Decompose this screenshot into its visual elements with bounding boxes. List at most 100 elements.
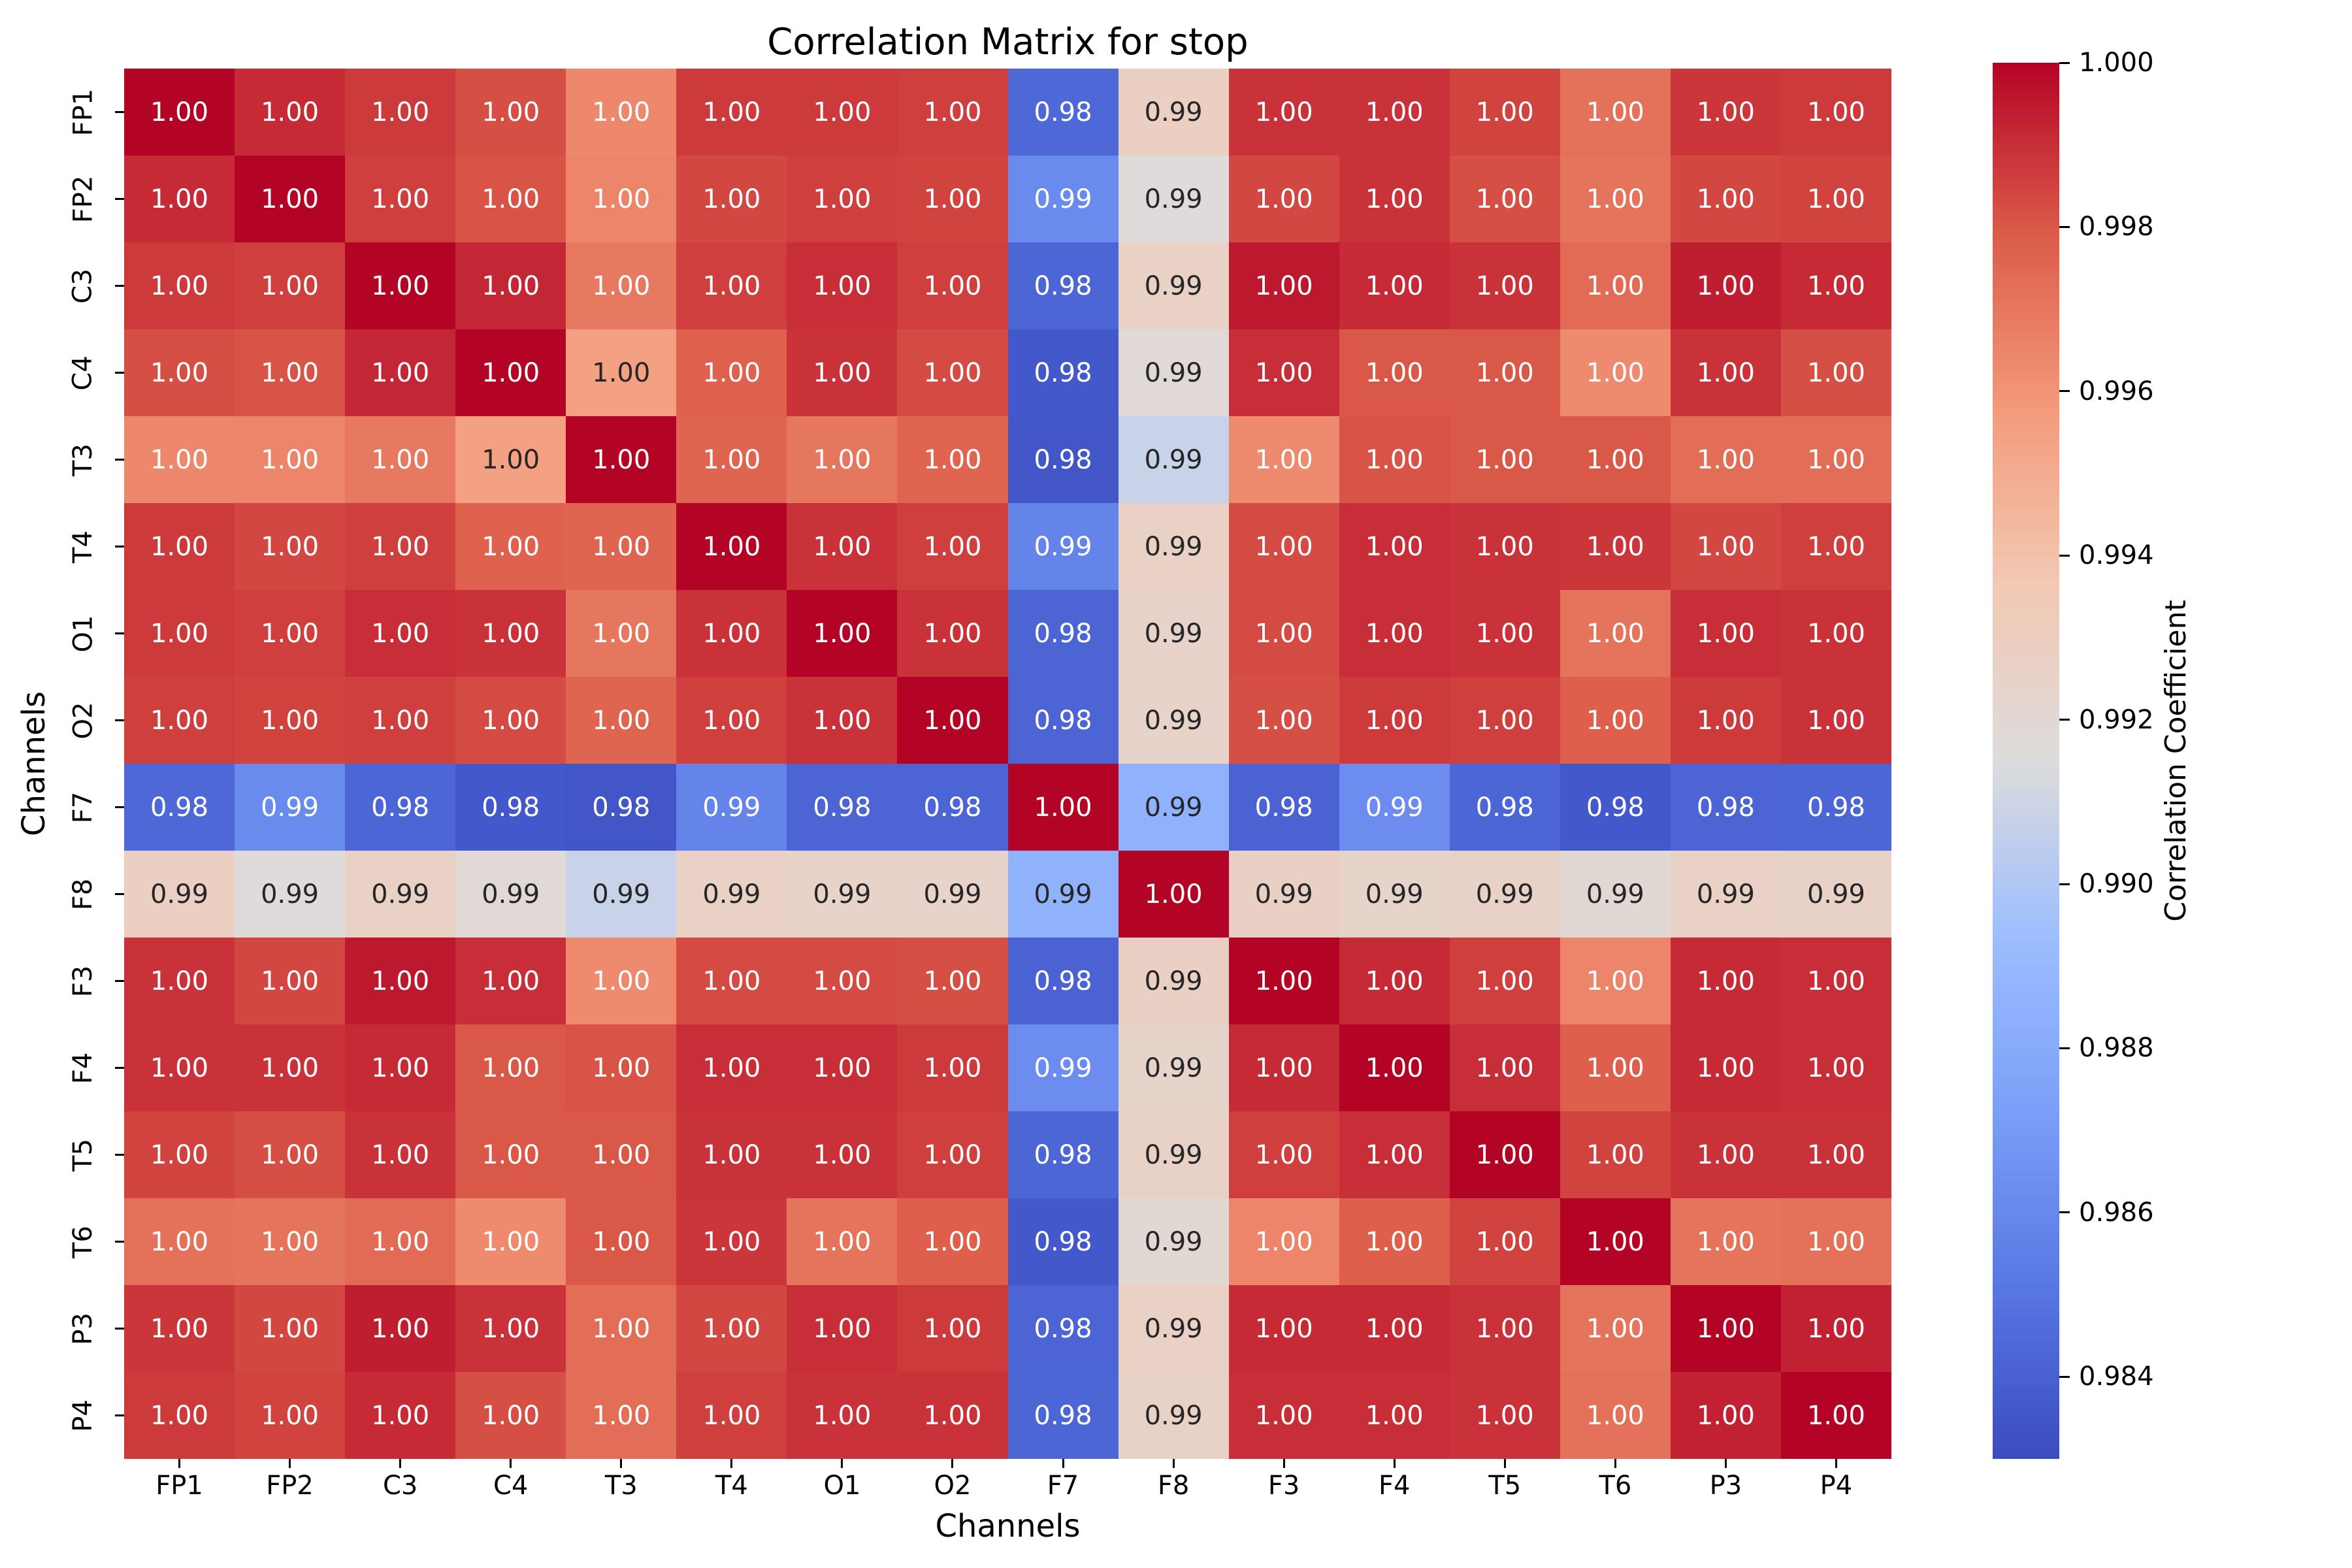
heatmap-cell-P4-C3: 1.00 [345, 1372, 456, 1459]
x-tick-mark [1062, 1459, 1064, 1468]
page-title: Correlation Matrix for stop [767, 21, 1249, 63]
colorbar-tick-label-0.994: 0.994 [2079, 540, 2154, 571]
y-tick-mark [115, 111, 124, 113]
heatmap-cell-FP1-FP2: 1.00 [235, 69, 346, 155]
y-tick-label-F4: F4 [55, 1024, 111, 1111]
heatmap-cell-T6-T3: 1.00 [566, 1198, 677, 1285]
heatmap-cell-F4-F8: 0.99 [1118, 1024, 1229, 1111]
x-tick-label-O1: O1 [823, 1471, 861, 1501]
heatmap-cell-T6-O1: 1.00 [787, 1198, 898, 1285]
heatmap-cell-T5-T5: 1.00 [1449, 1111, 1560, 1198]
heatmap-cell-F3-T6: 1.00 [1560, 938, 1671, 1024]
heatmap-cell-C3-F3: 1.00 [1228, 242, 1339, 329]
heatmap-cell-C4-T4: 1.00 [676, 329, 787, 416]
heatmap-cell-C4-T6: 1.00 [1560, 329, 1671, 416]
heatmap-cell-P3-T3: 1.00 [566, 1285, 677, 1372]
heatmap-cell-C3-O1: 1.00 [787, 242, 898, 329]
heatmap-cell-FP1-F3: 1.00 [1228, 69, 1339, 155]
heatmap-cell-FP2-P4: 1.00 [1780, 155, 1891, 242]
heatmap-cell-T3-F8: 0.99 [1118, 416, 1229, 503]
heatmap-cell-C3-FP1: 1.00 [124, 242, 235, 329]
heatmap-cell-O2-P3: 1.00 [1670, 677, 1781, 764]
heatmap-cell-T4-FP2: 1.00 [235, 503, 346, 590]
heatmap-cell-T5-F8: 0.99 [1118, 1111, 1229, 1198]
x-tick-label-T6: T6 [1599, 1471, 1632, 1501]
heatmap-cell-F3-P4: 1.00 [1780, 938, 1891, 1024]
x-tick-mark [1724, 1459, 1727, 1468]
heatmap-cell-F3-C3: 1.00 [345, 938, 456, 1024]
y-tick-mark [115, 1328, 124, 1330]
colorbar-tick-label-0.984: 0.984 [2079, 1362, 2154, 1392]
heatmap-cell-P3-C4: 1.00 [455, 1285, 566, 1372]
heatmap-cell-O1-C4: 1.00 [455, 590, 566, 677]
heatmap-cell-O1-O1: 1.00 [787, 590, 898, 677]
heatmap-cell-O2-F8: 0.99 [1118, 677, 1229, 764]
heatmap-cell-F8-P3: 0.99 [1670, 851, 1781, 938]
y-tick-label-F7: F7 [55, 764, 111, 851]
heatmap-cell-T6-F7: 0.98 [1007, 1198, 1119, 1285]
y-tick-label-C3: C3 [55, 242, 111, 329]
heatmap-cell-F8-F3: 0.99 [1228, 851, 1339, 938]
heatmap-cell-C3-T3: 1.00 [566, 242, 677, 329]
heatmap-cell-F3-FP1: 1.00 [124, 938, 235, 1024]
heatmap-cell-F8-T6: 0.99 [1560, 851, 1671, 938]
heatmap-cell-T4-O2: 1.00 [897, 503, 1008, 590]
heatmap-cell-T3-T5: 1.00 [1449, 416, 1560, 503]
y-tick-mark [115, 198, 124, 200]
x-tick-mark [620, 1459, 623, 1468]
y-tick-mark [115, 980, 124, 982]
heatmap-cell-T3-F4: 1.00 [1339, 416, 1450, 503]
heatmap-cell-FP2-F3: 1.00 [1228, 155, 1339, 242]
colorbar-tick-mark [2059, 61, 2070, 64]
heatmap-cell-P4-C4: 1.00 [455, 1372, 566, 1459]
heatmap-cell-P3-F8: 0.99 [1118, 1285, 1229, 1372]
heatmap-cell-F7-F4: 0.99 [1339, 764, 1450, 851]
colorbar-tick-mark [2059, 1375, 2070, 1378]
heatmap-cell-C4-F8: 0.99 [1118, 329, 1229, 416]
y-tick-label-F8: F8 [55, 851, 111, 938]
x-tick-mark [1172, 1459, 1175, 1468]
heatmap-cell-T5-F7: 0.98 [1007, 1111, 1119, 1198]
heatmap-cell-F3-T5: 1.00 [1449, 938, 1560, 1024]
heatmap-cell-F8-T5: 0.99 [1449, 851, 1560, 938]
heatmap-cell-O2-T6: 1.00 [1560, 677, 1671, 764]
heatmap-cell-C3-P3: 1.00 [1670, 242, 1781, 329]
heatmap-cell-T3-F7: 0.98 [1007, 416, 1119, 503]
heatmap-cell-FP1-T6: 1.00 [1560, 69, 1671, 155]
heatmap-cell-P3-FP2: 1.00 [235, 1285, 346, 1372]
heatmap-cell-O1-T3: 1.00 [566, 590, 677, 677]
colorbar-tick-mark [2059, 1047, 2070, 1049]
heatmap-cell-F4-P4: 1.00 [1780, 1024, 1891, 1111]
heatmap-cell-F4-P3: 1.00 [1670, 1024, 1781, 1111]
x-axis-label: Channels [935, 1508, 1081, 1544]
y-tick-label-T6: T6 [55, 1198, 111, 1285]
heatmap-cell-T6-T4: 1.00 [676, 1198, 787, 1285]
heatmap-cell-P4-F7: 0.98 [1007, 1372, 1119, 1459]
heatmap-cell-O2-T3: 1.00 [566, 677, 677, 764]
heatmap-cell-P4-O2: 1.00 [897, 1372, 1008, 1459]
y-tick-label-text: F3 [68, 965, 98, 997]
heatmap-cell-P3-C3: 1.00 [345, 1285, 456, 1372]
heatmap-cell-F8-F8: 1.00 [1118, 851, 1229, 938]
heatmap-cell-FP2-F8: 0.99 [1118, 155, 1229, 242]
heatmap-cell-T3-O2: 1.00 [897, 416, 1008, 503]
heatmap-cell-FP1-T4: 1.00 [676, 69, 787, 155]
heatmap-cell-FP1-FP1: 1.00 [124, 69, 235, 155]
x-tick-label-FP2: FP2 [266, 1471, 314, 1501]
heatmap-cell-O1-F4: 1.00 [1339, 590, 1450, 677]
heatmap-cell-T5-P3: 1.00 [1670, 1111, 1781, 1198]
heatmap-cell-T6-T6: 1.00 [1560, 1198, 1671, 1285]
heatmap-cell-O1-P4: 1.00 [1780, 590, 1891, 677]
heatmap-cell-O1-T5: 1.00 [1449, 590, 1560, 677]
heatmap-cell-O2-C3: 1.00 [345, 677, 456, 764]
heatmap-cell-FP2-C4: 1.00 [455, 155, 566, 242]
y-tick-label-O1: O1 [55, 590, 111, 677]
heatmap-cell-O2-T5: 1.00 [1449, 677, 1560, 764]
heatmap-cell-C4-FP2: 1.00 [235, 329, 346, 416]
heatmap-cell-F4-T6: 1.00 [1560, 1024, 1671, 1111]
heatmap-cell-T4-FP1: 1.00 [124, 503, 235, 590]
heatmap-cell-T6-O2: 1.00 [897, 1198, 1008, 1285]
x-tick-mark [1282, 1459, 1285, 1468]
colorbar-tick-mark [2059, 390, 2070, 393]
heatmap-cell-P3-FP1: 1.00 [124, 1285, 235, 1372]
